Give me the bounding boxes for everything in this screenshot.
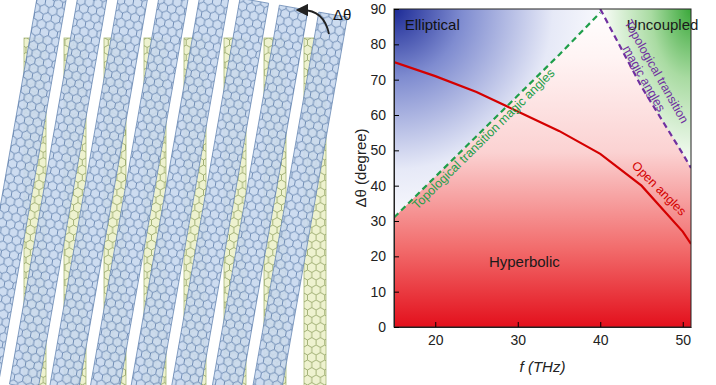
y-tick-label: 90 <box>370 1 386 17</box>
y-tick: 40 <box>370 178 399 194</box>
y-tick: 20 <box>370 248 399 264</box>
x-axis-line <box>395 327 692 328</box>
series-line <box>394 13 600 218</box>
illustration <box>0 0 347 385</box>
y-tick: 90 <box>370 1 399 17</box>
elliptical-region <box>394 9 600 217</box>
x-tick: 20 <box>428 322 444 348</box>
figure: Δθ 20 30 40 50 0 10 20 30 40 50 60 70 80 90 f (THz) Δθ (… <box>0 0 716 385</box>
y-tick-mark <box>394 256 399 257</box>
rotation-label: Δθ <box>333 6 351 23</box>
x-tick-label: 30 <box>510 332 526 348</box>
y-tick-label: 20 <box>370 248 386 264</box>
series-label: Topological transitionmagic angles <box>609 17 691 133</box>
x-tick-mark <box>683 322 684 327</box>
y-tick-mark <box>394 292 399 293</box>
x-tick-mark <box>518 322 519 327</box>
x-axis-title: f (THz) <box>520 358 566 375</box>
x-tick: 30 <box>510 322 526 348</box>
region-label: Hyperbolic <box>489 253 560 270</box>
y-tick-label: 60 <box>370 107 386 123</box>
y-tick: 10 <box>370 284 399 300</box>
series-label: Topological transition magic angles <box>410 66 558 212</box>
x-tick-mark <box>600 322 601 327</box>
y-tick-mark <box>394 80 399 81</box>
y-tick: 50 <box>370 142 399 158</box>
y-tick-label: 40 <box>370 178 386 194</box>
y-tick-mark <box>394 186 399 187</box>
y-tick: 80 <box>370 36 399 52</box>
y-tick-mark <box>394 9 399 10</box>
y-tick: 0 <box>378 319 399 335</box>
y-tick: 30 <box>370 213 399 229</box>
y-tick-label: 70 <box>370 72 386 88</box>
ribbon-lattice <box>246 12 347 385</box>
plot-area <box>394 9 691 327</box>
y-tick-label: 0 <box>378 319 386 335</box>
y-tick-label: 50 <box>370 142 386 158</box>
y-tick-label: 30 <box>370 213 386 229</box>
y-tick-mark <box>394 327 399 328</box>
y-axis-line <box>394 10 395 328</box>
series-label: Open angles <box>629 158 689 218</box>
y-tick-mark <box>394 44 399 45</box>
x-tick-label: 40 <box>593 332 609 348</box>
y-tick-label: 80 <box>370 36 386 52</box>
plot-frame <box>394 9 691 327</box>
x-tick: 50 <box>675 322 691 348</box>
y-tick: 60 <box>370 107 399 123</box>
x-tick-label: 20 <box>428 332 444 348</box>
y-tick-mark <box>394 115 399 116</box>
y-tick: 70 <box>370 72 399 88</box>
rotation-arrow <box>302 10 329 34</box>
top-layer <box>0 0 347 385</box>
hyperbolic-background <box>394 9 691 327</box>
y-tick-label: 10 <box>370 284 386 300</box>
y-axis-title: Δθ (degree) <box>352 128 369 207</box>
y-axis: 0 10 20 30 40 50 60 70 80 90 <box>370 1 399 335</box>
region-label: Elliptical <box>405 16 460 33</box>
x-tick: 40 <box>593 322 609 348</box>
x-tick-mark <box>435 322 436 327</box>
x-axis: 20 30 40 50 <box>395 322 692 348</box>
x-tick-label: 50 <box>675 332 691 348</box>
y-tick-mark <box>394 221 399 222</box>
ribbon <box>246 12 347 385</box>
y-tick-mark <box>394 150 399 151</box>
